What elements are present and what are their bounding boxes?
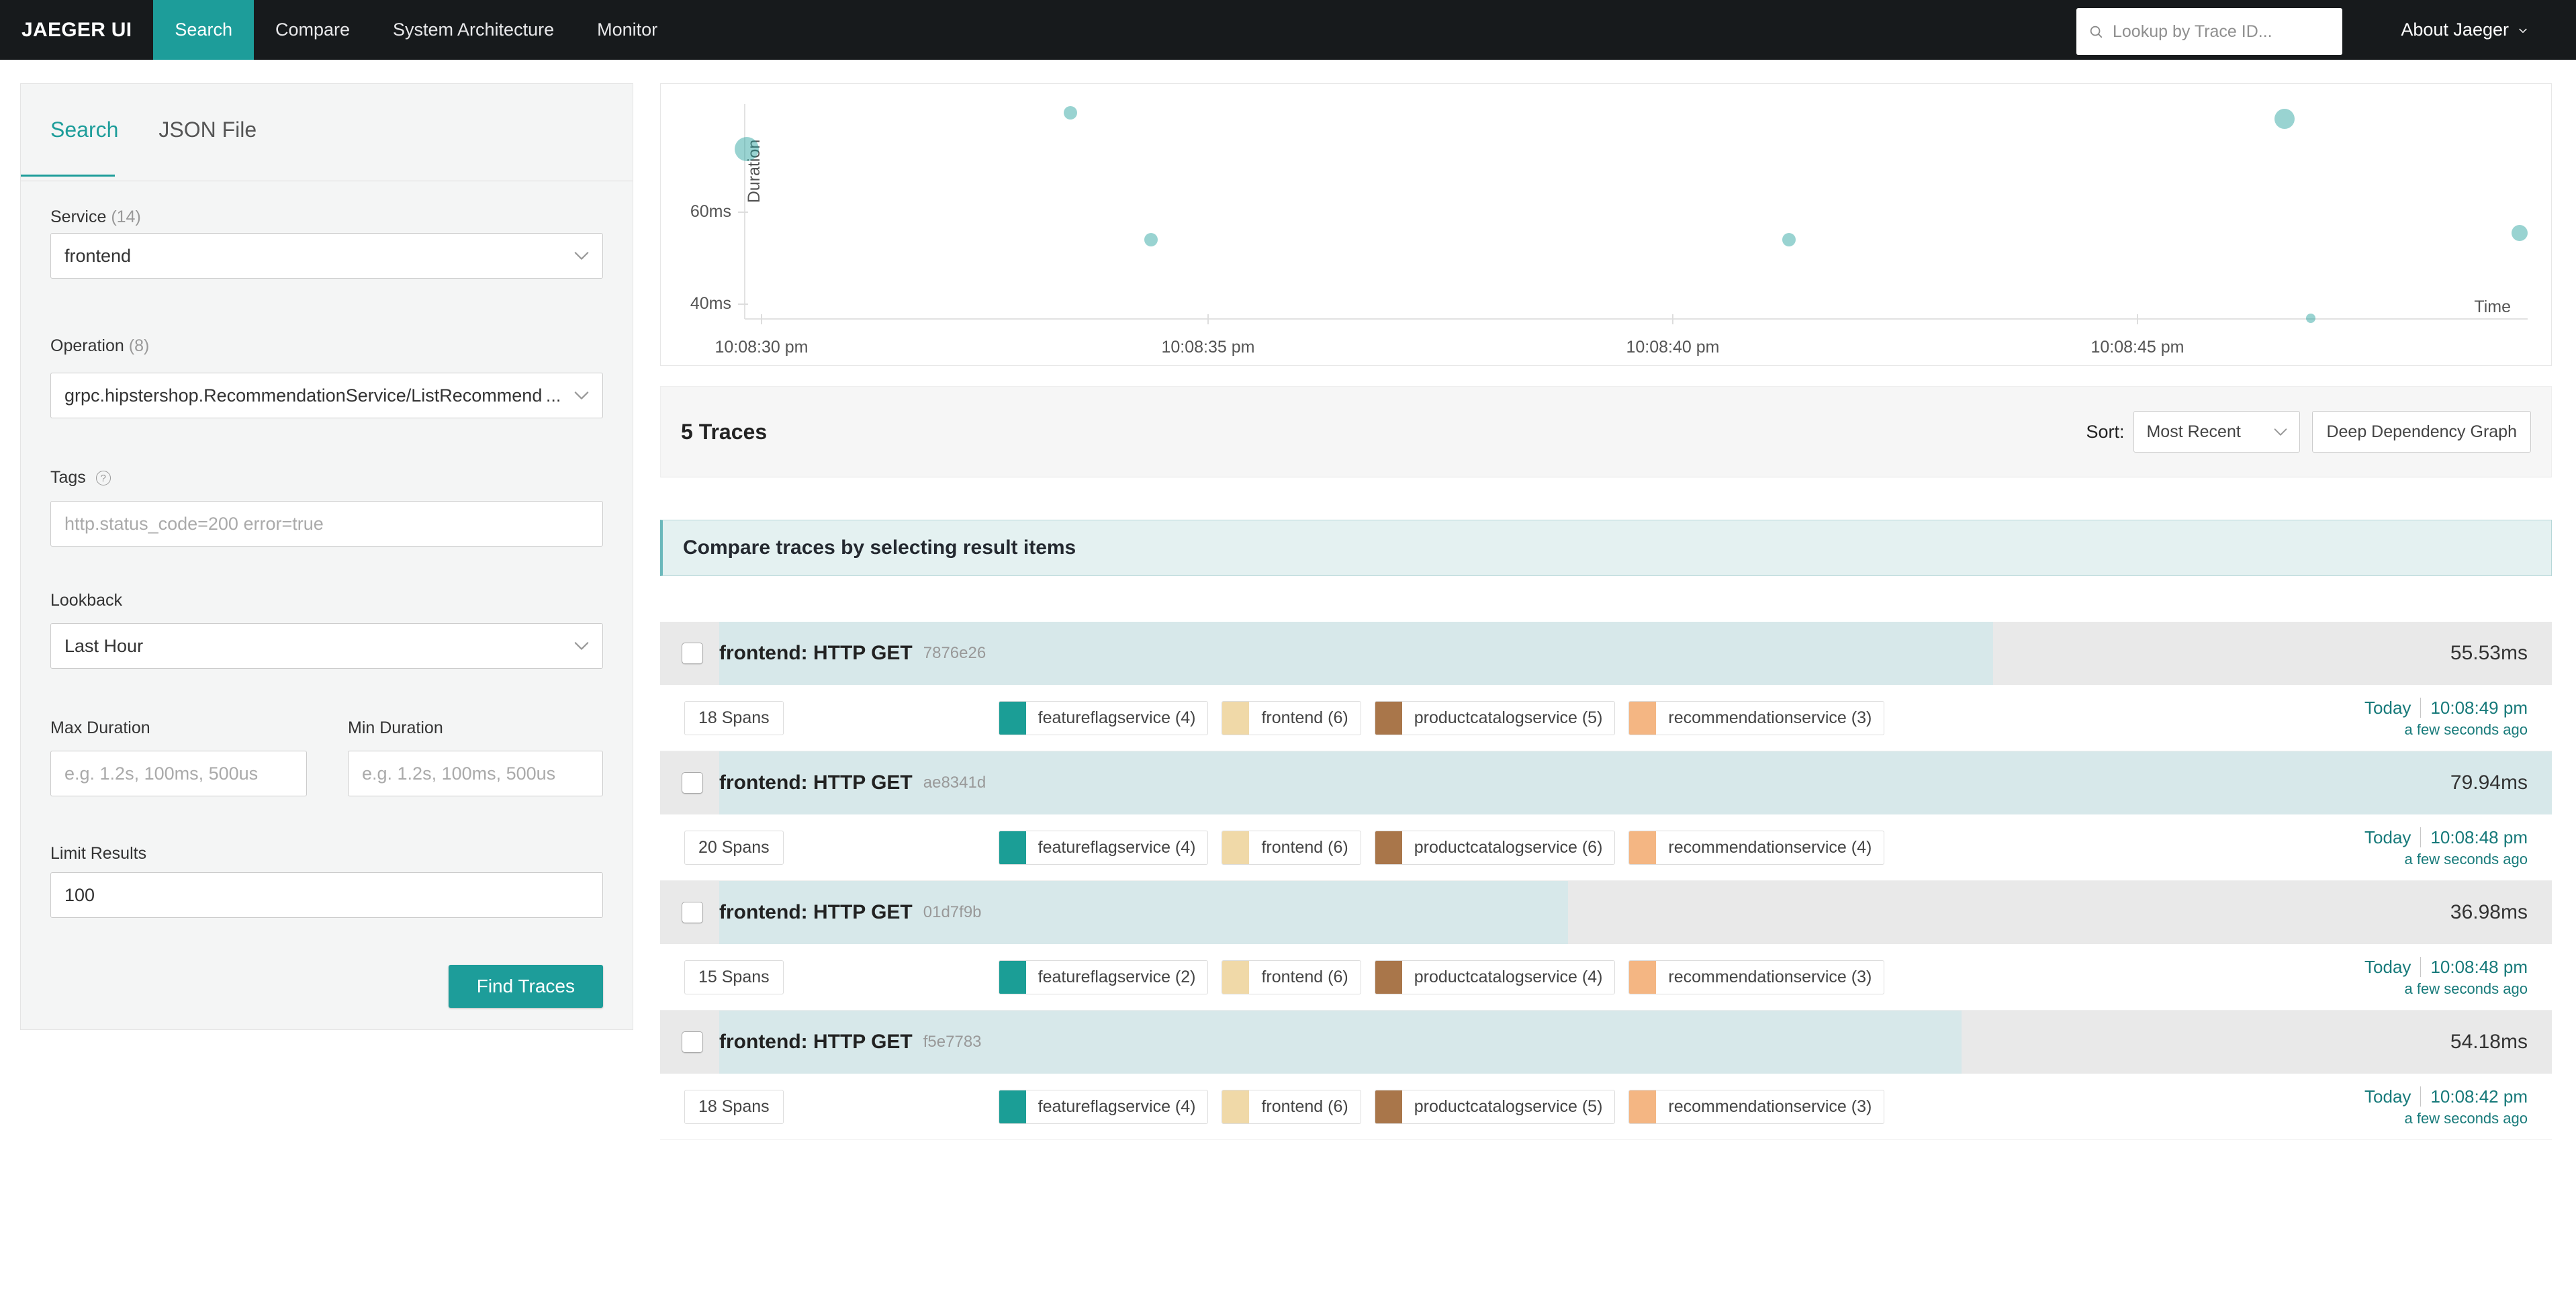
- svg-text:40ms: 40ms: [690, 294, 731, 313]
- svg-text:Time: Time: [2474, 297, 2511, 316]
- svg-text:10:08:40 pm: 10:08:40 pm: [1626, 338, 1720, 357]
- svg-text:60ms: 60ms: [690, 202, 731, 221]
- svg-text:10:08:35 pm: 10:08:35 pm: [1162, 338, 1255, 357]
- svg-text:10:08:30 pm: 10:08:30 pm: [715, 338, 809, 357]
- svg-text:10:08:45 pm: 10:08:45 pm: [2091, 338, 2184, 357]
